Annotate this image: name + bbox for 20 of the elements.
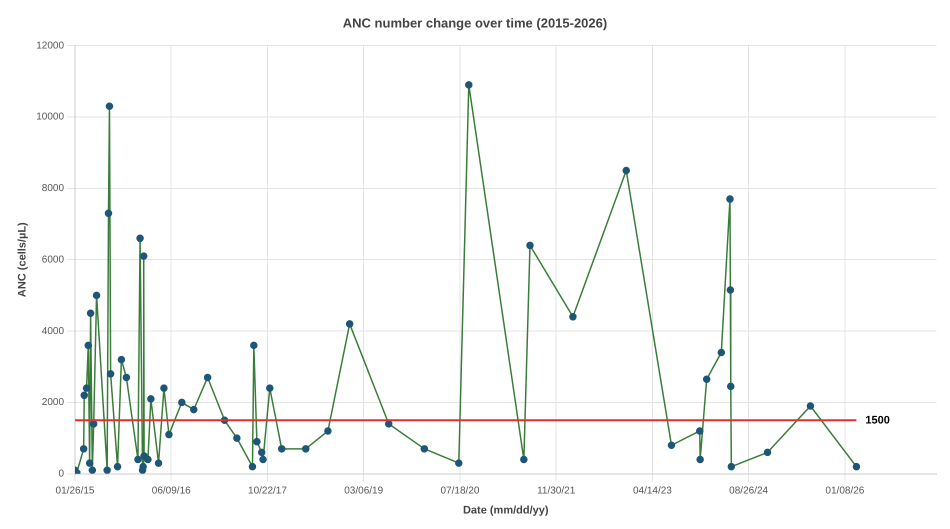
- x-tick-label: 03/06/19: [344, 486, 384, 497]
- x-tick-label: 10/22/17: [248, 486, 288, 497]
- ref-line-label: 1500: [865, 414, 890, 426]
- y-tick-label: 2000: [42, 397, 64, 408]
- x-tick-label: 04/14/23: [632, 486, 672, 497]
- x-tick-label: 08/26/24: [729, 486, 769, 497]
- x-tick-label: 11/30/21: [537, 486, 576, 497]
- y-tick-label: 8000: [42, 183, 64, 194]
- y-axis-title: ANC (cells/µL): [16, 222, 29, 298]
- x-tick-label: 06/09/16: [152, 486, 192, 497]
- y-tick-label: 6000: [42, 254, 64, 266]
- y-tick-label: 10000: [36, 112, 64, 123]
- x-tick-label: 07/18/20: [440, 486, 480, 497]
- y-tick-label: 4000: [42, 326, 64, 337]
- chart-title: ANC number change over time (2015-2026): [342, 15, 608, 30]
- y-tick-label: 0: [58, 468, 64, 480]
- x-tick-label: 01/08/26: [825, 486, 865, 497]
- x-axis-title: Date (mm/dd/yy): [462, 504, 549, 516]
- x-tick-label: 01/26/15: [56, 486, 95, 497]
- y-tick-label: 12000: [36, 40, 64, 52]
